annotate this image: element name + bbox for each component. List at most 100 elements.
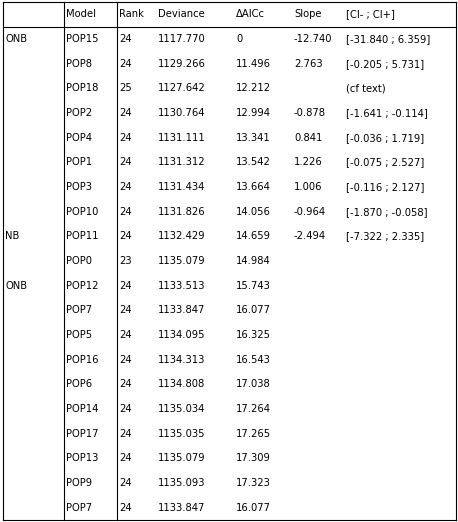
Text: [-0.036 ; 1.719]: [-0.036 ; 1.719] [346,133,425,143]
Text: 1134.095: 1134.095 [158,330,205,340]
Text: ΔAICc: ΔAICc [236,9,265,19]
Text: 15.743: 15.743 [236,281,271,291]
Text: [-0.075 ; 2.527]: [-0.075 ; 2.527] [346,157,425,168]
Text: POP8: POP8 [66,58,93,69]
Text: 17.038: 17.038 [236,379,271,389]
Text: 24: 24 [119,182,131,192]
Text: 1131.312: 1131.312 [158,157,206,168]
Text: 13.664: 13.664 [236,182,271,192]
Text: 16.325: 16.325 [236,330,271,340]
Text: 24: 24 [119,330,131,340]
Text: 24: 24 [119,34,131,44]
Text: 24: 24 [119,58,131,69]
Text: -12.740: -12.740 [294,34,333,44]
Text: POP7: POP7 [66,503,93,513]
Text: 0.841: 0.841 [294,133,322,143]
Text: [-1.641 ; -0.114]: [-1.641 ; -0.114] [346,108,428,118]
Text: 24: 24 [119,453,131,464]
Text: POP18: POP18 [66,84,99,93]
Text: 1134.313: 1134.313 [158,354,205,365]
Text: 24: 24 [119,157,131,168]
Text: 1129.266: 1129.266 [158,58,206,69]
Text: 1133.847: 1133.847 [158,305,205,315]
Text: -2.494: -2.494 [294,231,326,241]
Text: 1131.826: 1131.826 [158,207,206,217]
Text: 1.226: 1.226 [294,157,323,168]
Text: POP9: POP9 [66,478,93,488]
Text: Slope: Slope [294,9,322,19]
Text: 1135.079: 1135.079 [158,256,206,266]
Text: (cf text): (cf text) [346,84,386,93]
Text: 13.341: 13.341 [236,133,271,143]
Text: 17.265: 17.265 [236,429,271,438]
Text: POP17: POP17 [66,429,99,438]
Text: 24: 24 [119,503,131,513]
Text: 2.763: 2.763 [294,58,322,69]
Text: 1130.764: 1130.764 [158,108,205,118]
Text: POP6: POP6 [66,379,93,389]
Text: 24: 24 [119,133,131,143]
Text: 1135.034: 1135.034 [158,404,205,414]
Text: POP0: POP0 [66,256,93,266]
Text: 17.323: 17.323 [236,478,271,488]
Text: 17.264: 17.264 [236,404,271,414]
Text: 24: 24 [119,379,131,389]
Text: POP15: POP15 [66,34,99,44]
Text: POP16: POP16 [66,354,99,365]
Text: 12.994: 12.994 [236,108,271,118]
Text: POP1: POP1 [66,157,93,168]
Text: 13.542: 13.542 [236,157,271,168]
Text: 24: 24 [119,404,131,414]
Text: POP10: POP10 [66,207,99,217]
Text: 1127.642: 1127.642 [158,84,206,93]
Text: POP2: POP2 [66,108,93,118]
Text: Deviance: Deviance [158,9,205,19]
Text: [-7.322 ; 2.335]: [-7.322 ; 2.335] [346,231,425,241]
Text: Model: Model [66,9,96,19]
Text: 1135.035: 1135.035 [158,429,205,438]
Text: POP5: POP5 [66,330,93,340]
Text: POP7: POP7 [66,305,93,315]
Text: 1135.093: 1135.093 [158,478,205,488]
Text: 23: 23 [119,256,131,266]
Text: [-31.840 ; 6.359]: [-31.840 ; 6.359] [346,34,431,44]
Text: POP3: POP3 [66,182,93,192]
Text: 14.659: 14.659 [236,231,271,241]
Text: 17.309: 17.309 [236,453,271,464]
Text: 16.077: 16.077 [236,305,271,315]
Text: 24: 24 [119,207,131,217]
Text: NB: NB [5,231,19,241]
Text: 24: 24 [119,305,131,315]
Text: POP4: POP4 [66,133,93,143]
Text: 16.543: 16.543 [236,354,271,365]
Text: ONB: ONB [5,34,27,44]
Text: 24: 24 [119,354,131,365]
Text: 1117.770: 1117.770 [158,34,206,44]
Text: 1133.513: 1133.513 [158,281,205,291]
Text: -0.878: -0.878 [294,108,326,118]
Text: ONB: ONB [5,281,27,291]
Text: -0.964: -0.964 [294,207,326,217]
Text: 16.077: 16.077 [236,503,271,513]
Text: 1131.111: 1131.111 [158,133,206,143]
Text: 12.212: 12.212 [236,84,271,93]
Text: 1135.079: 1135.079 [158,453,206,464]
Text: POP11: POP11 [66,231,99,241]
Text: 1131.434: 1131.434 [158,182,205,192]
Text: POP14: POP14 [66,404,99,414]
Text: 1.006: 1.006 [294,182,322,192]
Text: 24: 24 [119,231,131,241]
Text: POP13: POP13 [66,453,99,464]
Text: 14.056: 14.056 [236,207,271,217]
Text: [-1.870 ; -0.058]: [-1.870 ; -0.058] [346,207,428,217]
Text: 11.496: 11.496 [236,58,271,69]
Text: 24: 24 [119,108,131,118]
Text: 24: 24 [119,478,131,488]
Text: Rank: Rank [119,9,144,19]
Text: 14.984: 14.984 [236,256,271,266]
Text: [-0.116 ; 2.127]: [-0.116 ; 2.127] [346,182,425,192]
Text: 25: 25 [119,84,131,93]
Text: 24: 24 [119,281,131,291]
Text: POP12: POP12 [66,281,99,291]
Text: 1133.847: 1133.847 [158,503,205,513]
